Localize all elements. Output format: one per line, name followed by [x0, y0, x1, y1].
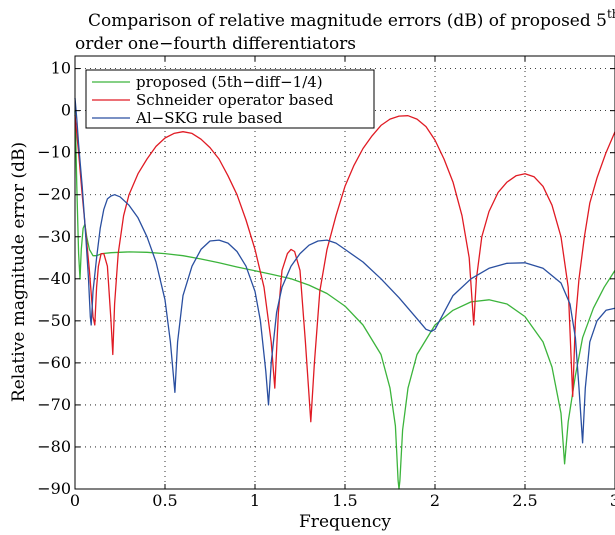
y-tick-label: −50	[37, 311, 71, 330]
x-axis-label: Frequency	[299, 512, 391, 532]
x-tick-label: 0.5	[152, 491, 177, 510]
chart-title-superscript: th	[607, 7, 615, 21]
y-tick-label: −80	[37, 437, 71, 456]
series-layer	[74, 97, 615, 490]
legend-box	[85, 69, 375, 129]
y-tick-label: −20	[37, 185, 71, 204]
x-tick-label: 2	[430, 491, 440, 510]
x-tick-label: 0	[70, 491, 80, 510]
y-tick-label: 10	[51, 59, 71, 78]
y-tick-label: −10	[37, 143, 71, 162]
y-tick-label: −70	[37, 395, 71, 414]
y-tick-label: −40	[37, 269, 71, 288]
x-tick-label: 2.5	[512, 491, 537, 510]
legend-label-2: Schneider operator based	[136, 91, 334, 109]
y-tick-label: −30	[37, 227, 71, 246]
chart-title-line1: Comparison of relative magnitude errors …	[88, 7, 615, 31]
series-line-2	[74, 114, 615, 423]
chart-title-line2: order one−fourth differentiators	[75, 34, 356, 54]
axis-ticks: 0 0.5 1 1.5 2 2.5 3 10 0 −10 −20 −30 −40 −50 −60 −70 −80…	[37, 56, 615, 510]
x-tick-label: 1	[250, 491, 260, 510]
series-line-1	[74, 110, 615, 490]
grid-lines	[75, 56, 615, 489]
y-axis-label: Relative magnitude error (dB)	[9, 142, 29, 402]
series-line-3	[74, 97, 615, 444]
legend-label-3: Al−SKG rule based	[135, 109, 283, 127]
y-tick-label: −90	[37, 479, 71, 498]
legend-label-1: proposed (5th−diff−1/4)	[136, 73, 323, 91]
y-tick-label: 0	[61, 101, 71, 120]
x-tick-label: 1.5	[332, 491, 357, 510]
x-tick-label: 3	[610, 491, 615, 510]
legend: proposed (5th−diff−1/4)Schneider operato…	[85, 69, 375, 129]
y-tick-label: −60	[37, 353, 71, 372]
